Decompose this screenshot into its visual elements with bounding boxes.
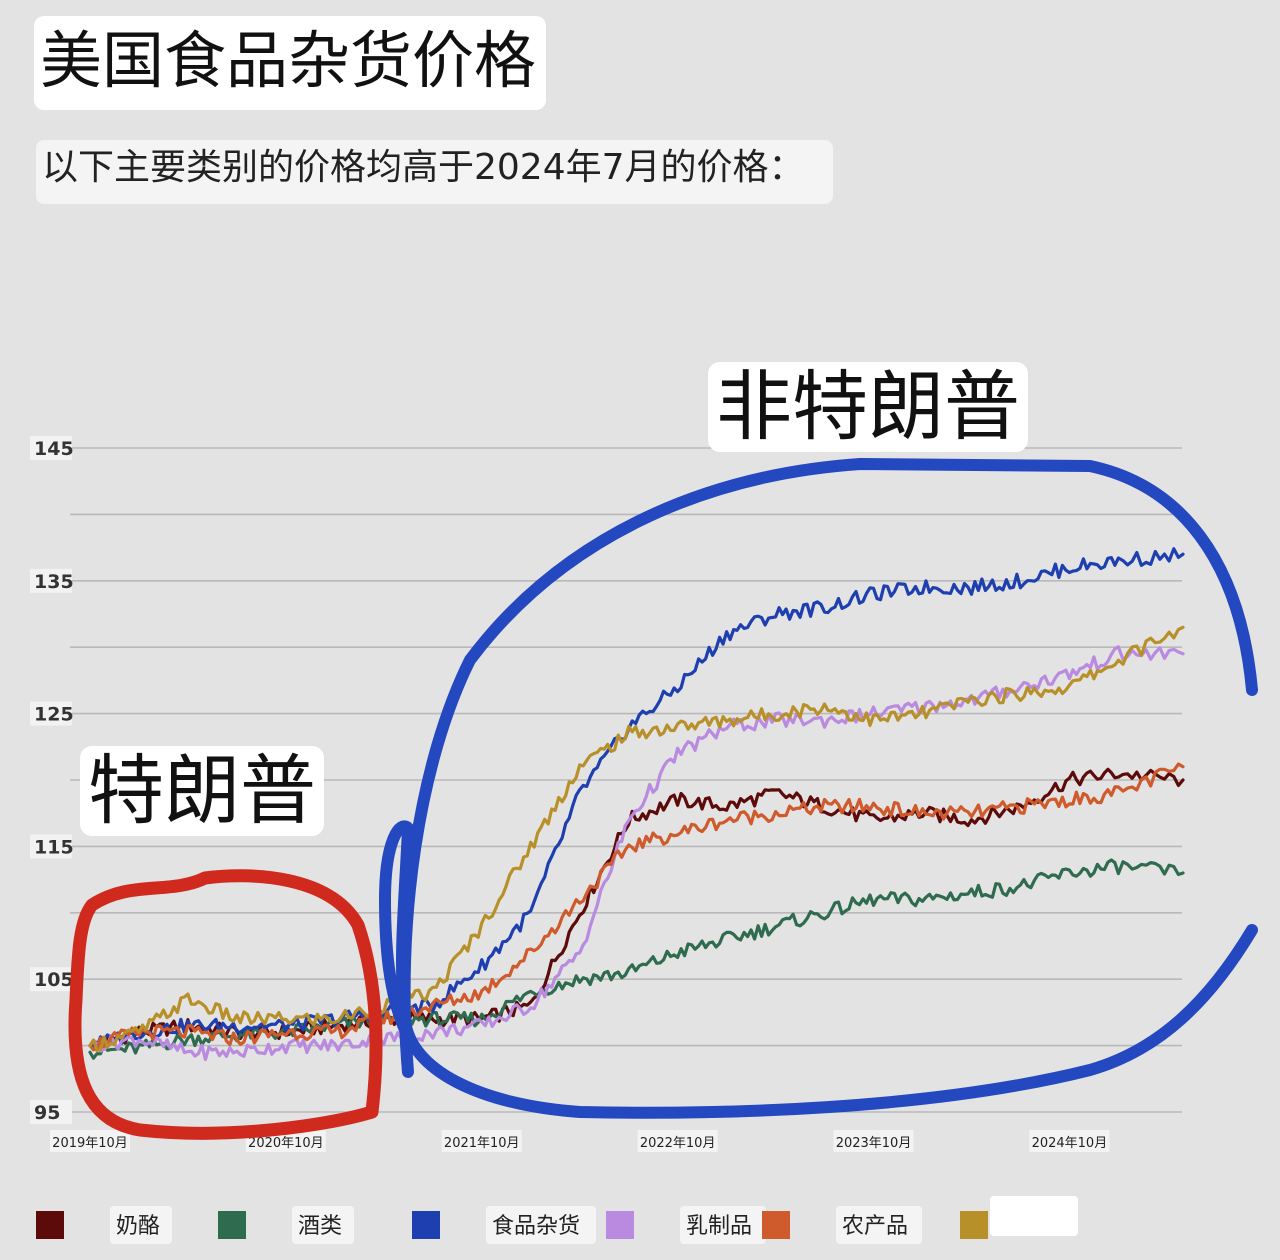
chart-series — [88, 547, 1185, 1062]
y-tick-label: 125 — [34, 704, 74, 726]
trump-annotation-circle — [68, 869, 383, 1140]
chart-legend: 奶酪 酒类 食品杂货 乳制品 农产品 — [36, 1196, 1078, 1244]
y-tick-label: 145 — [34, 438, 74, 460]
x-tick-bg — [637, 1130, 718, 1152]
chart-subtitle: 以下主要类别的价格均高于2024年7月的价格： — [36, 140, 833, 204]
legend-swatch — [960, 1211, 988, 1239]
x-tick-bg — [833, 1130, 914, 1152]
y-tick-bg — [30, 1100, 72, 1124]
legend-label: 奶酪 — [116, 1214, 160, 1239]
y-tick-bg — [30, 701, 72, 726]
legend-label-bg — [486, 1206, 596, 1244]
legend-swatch — [762, 1211, 790, 1239]
legend-label-bg — [292, 1206, 354, 1244]
x-tick-label: 2021年10月 — [444, 1136, 520, 1151]
chart-title: 美国食品杂货价格 — [34, 16, 547, 110]
x-tick-label: 2023年10月 — [836, 1136, 912, 1151]
x-tick-bg — [1029, 1130, 1110, 1152]
y-tick-label: 95 — [34, 1102, 60, 1124]
y-tick-bg — [30, 967, 72, 992]
y-tick-bg — [30, 436, 72, 460]
x-tick-label: 2020年10月 — [248, 1136, 324, 1151]
x-tick-label: 2019年10月 — [52, 1136, 128, 1151]
legend-swatch — [218, 1211, 246, 1239]
label-non-trump: 非特朗普 — [708, 362, 1028, 452]
legend-label: 食品杂货 — [492, 1214, 580, 1239]
legend-label: 乳制品 — [686, 1214, 752, 1239]
y-tick-label: 135 — [34, 571, 74, 593]
series-line-6 — [88, 625, 1185, 1053]
y-tick-label: 115 — [34, 836, 74, 858]
series-line-4 — [88, 645, 1185, 1062]
x-tick-bg — [50, 1130, 130, 1152]
watermark-badge — [990, 1196, 1078, 1236]
y-tick-label: 105 — [34, 969, 74, 991]
y-tick-bg — [30, 834, 72, 859]
label-trump: 特朗普 — [80, 746, 324, 836]
annotation-circles — [68, 458, 1258, 1140]
x-tick-label: 2022年10月 — [640, 1136, 716, 1151]
legend-label-bg — [680, 1206, 766, 1244]
y-tick-bg — [30, 568, 72, 593]
x-tick-label: 2024年10月 — [1032, 1136, 1108, 1151]
non-trump-annotation-circle — [379, 458, 1258, 1119]
legend-swatch — [412, 1211, 440, 1239]
legend-label: 农产品 — [842, 1214, 908, 1239]
legend-swatch — [606, 1211, 634, 1239]
x-tick-bg — [441, 1130, 522, 1152]
series-line-5 — [88, 762, 1185, 1052]
legend-label: 酒类 — [298, 1214, 342, 1239]
legend-swatch — [36, 1211, 64, 1239]
legend-label-bg — [110, 1206, 172, 1244]
y-axis-ticks: 145 135 125 115 105 95 — [30, 436, 74, 1124]
legend-label-bg — [836, 1206, 922, 1244]
